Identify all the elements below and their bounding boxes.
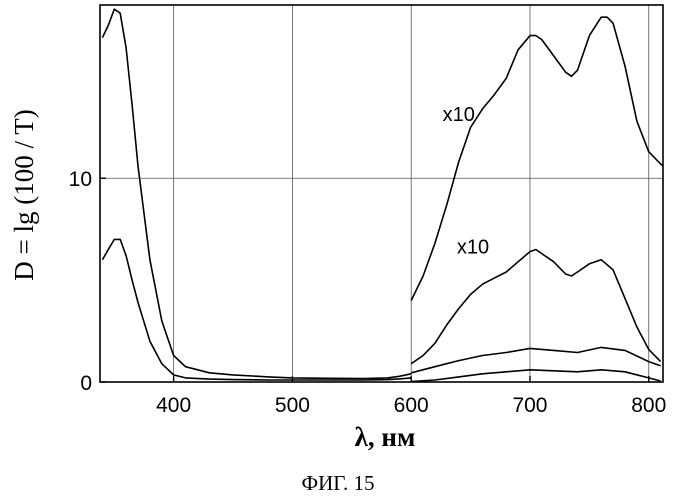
annotation-label: x10 [443, 104, 475, 126]
x-tick-label: 500 [275, 394, 310, 417]
x-tick-label: 700 [512, 394, 547, 417]
figure-caption: ФИГ. 15 [301, 471, 374, 495]
series-line-5 [411, 347, 660, 372]
x-axis-label: λ, нм [355, 422, 416, 452]
annotation-label: x10 [457, 237, 489, 259]
y-tick-label: 10 [69, 168, 92, 191]
series-line-3 [411, 17, 663, 300]
x-tick-label: 400 [156, 394, 191, 417]
grid [100, 5, 663, 382]
series-line-6 [411, 370, 660, 382]
series-line-4 [411, 250, 660, 364]
y-tick-label: 0 [80, 372, 92, 395]
series-line-2 [102, 239, 411, 380]
plot-frame [100, 5, 663, 382]
series-group [102, 9, 663, 382]
annotations: x10 x10 [443, 104, 490, 258]
y-axis-label: D = lg (100 / T) [9, 109, 39, 280]
x-tick-label: 600 [394, 394, 429, 417]
series-line-1 [102, 9, 411, 378]
x-tick-label: 800 [631, 394, 666, 417]
